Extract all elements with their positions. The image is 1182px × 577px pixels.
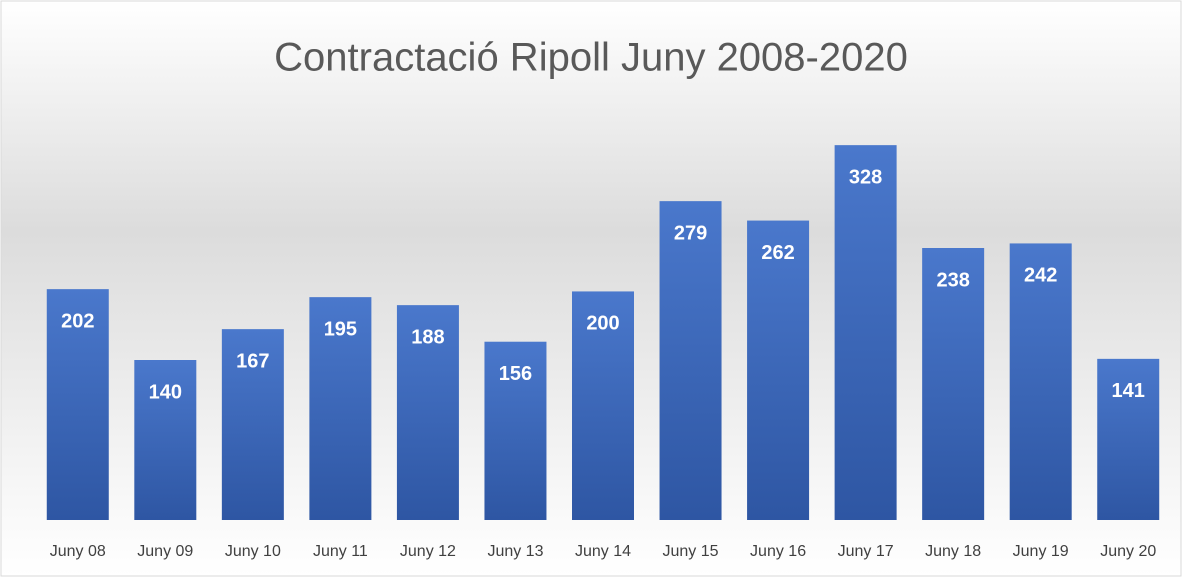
bar: [1009, 243, 1072, 520]
bar: [396, 305, 459, 520]
chart-title: Contractació Ripoll Juny 2008-2020: [274, 36, 908, 80]
x-tick-label: Juny 18: [925, 543, 981, 560]
data-label: 202: [61, 310, 94, 332]
x-tick-label: Juny 19: [1013, 543, 1069, 560]
data-label: 328: [849, 166, 882, 188]
bar: [309, 297, 372, 520]
x-tick-label: Juny 10: [225, 543, 281, 560]
data-label: 195: [324, 318, 357, 340]
x-tick-label: Juny 12: [400, 543, 456, 560]
data-label: 140: [149, 381, 182, 403]
x-tick-label: Juny 09: [137, 543, 193, 560]
bar: [221, 329, 284, 520]
bar: [46, 289, 109, 520]
bar: [572, 291, 634, 520]
bar: [484, 341, 547, 520]
bar: [659, 201, 722, 520]
x-tick-label: Juny 16: [750, 543, 806, 560]
x-tick-label: Juny 20: [1100, 543, 1156, 560]
x-tick-label: Juny 08: [50, 543, 106, 560]
data-label: 167: [236, 350, 269, 372]
data-label: 242: [1024, 265, 1057, 287]
x-tick-label: Juny 14: [575, 543, 631, 560]
x-tick-label: Juny 11: [313, 543, 368, 560]
bar: [1097, 358, 1160, 520]
x-tick-label: Juny 15: [663, 543, 719, 560]
data-label: 200: [586, 313, 619, 335]
data-label: 238: [936, 269, 969, 291]
x-tick-label: Juny 17: [838, 543, 894, 560]
data-label: 141: [1112, 380, 1145, 402]
data-label: 188: [411, 326, 444, 348]
x-tick-label: Juny 13: [487, 543, 543, 560]
data-label: 262: [761, 242, 794, 264]
data-label: 279: [674, 222, 707, 244]
bar: [747, 220, 810, 521]
bar: [922, 248, 985, 520]
data-label: 156: [499, 363, 532, 385]
bar: [834, 145, 897, 520]
bar: [134, 360, 197, 520]
